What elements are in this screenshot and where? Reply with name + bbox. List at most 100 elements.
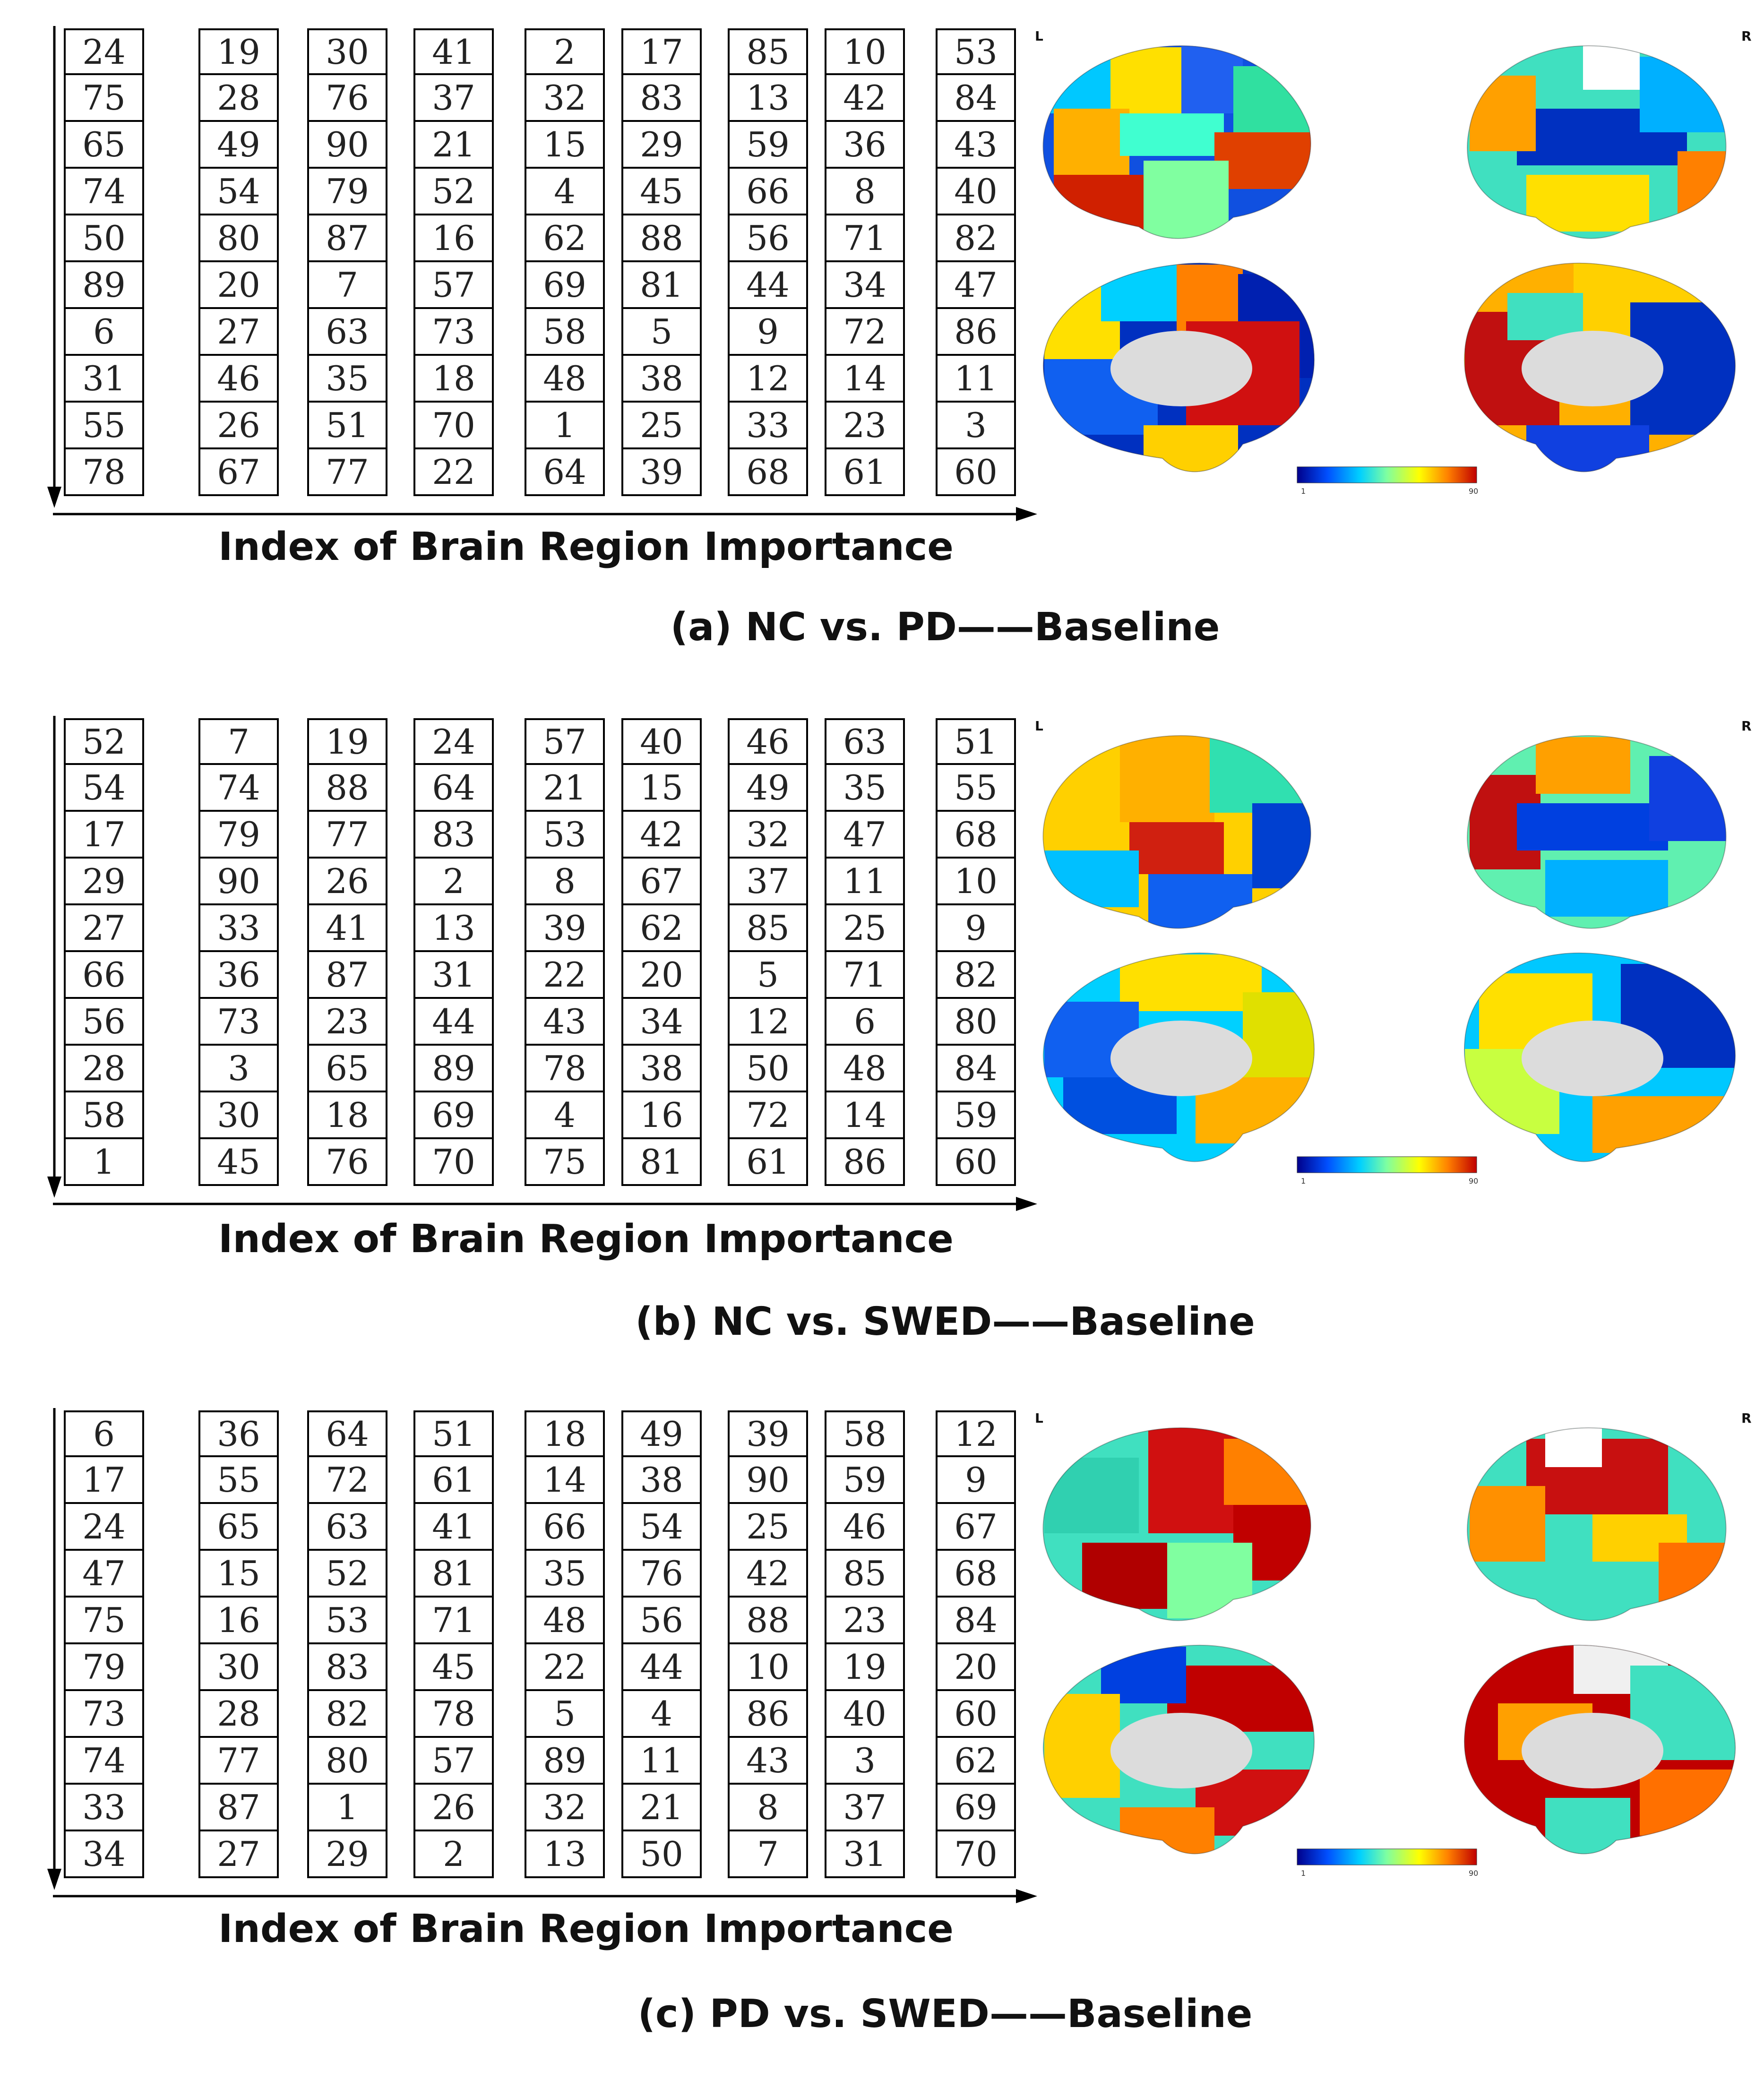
table-cell: 9 — [728, 309, 808, 356]
table-cell: 7 — [307, 262, 387, 309]
table-cell: 77 — [198, 1738, 279, 1785]
table-column: 10 42 36 8 71 34 72 14 23 61 — [825, 28, 905, 496]
table-cell: 2 — [413, 1831, 494, 1878]
table-cell: 57 — [525, 718, 605, 765]
table-cell: 86 — [825, 1139, 905, 1186]
table-cell: 2 — [525, 28, 605, 75]
table-cell: 21 — [413, 122, 494, 169]
table-cell: 32 — [525, 75, 605, 122]
table-cell: 34 — [64, 1831, 144, 1878]
table-cell: 37 — [825, 1785, 905, 1831]
table-cell: 58 — [64, 1092, 144, 1139]
table-cell: 24 — [64, 28, 144, 75]
table-cell: 82 — [936, 215, 1016, 262]
x-axis-title: Index of Brain Region Importance — [218, 524, 954, 569]
table-column: 7 74 79 90 33 36 73 3 30 45 — [198, 718, 279, 1186]
table-cell: 41 — [307, 905, 387, 952]
table-cell: 59 — [825, 1457, 905, 1504]
table-cell: 84 — [936, 1598, 1016, 1644]
right-hemisphere-label: R — [1741, 718, 1752, 734]
table-cell: 43 — [936, 122, 1016, 169]
table-cell: 74 — [64, 1738, 144, 1785]
colorbar-max-label: 90 — [1469, 487, 1479, 496]
table-cell: 54 — [198, 169, 279, 215]
table-cell: 65 — [307, 1046, 387, 1092]
table-cell: 56 — [728, 215, 808, 262]
table-cell: 51 — [413, 1410, 494, 1457]
table-cell: 56 — [64, 999, 144, 1046]
table-cell: 35 — [307, 356, 387, 403]
table-cell: 6 — [825, 999, 905, 1046]
colorbar-min-label: 1 — [1301, 1869, 1306, 1878]
table-cell: 10 — [936, 859, 1016, 905]
table-column: 2 32 15 4 62 69 58 48 1 64 — [525, 28, 605, 496]
table-cell: 38 — [621, 1046, 702, 1092]
table-cell: 76 — [307, 75, 387, 122]
table-cell: 36 — [198, 952, 279, 999]
table-cell: 22 — [413, 449, 494, 496]
brain-surface-maps: L R — [1025, 1401, 1763, 1902]
table-cell: 48 — [525, 1598, 605, 1644]
table-cell: 16 — [198, 1598, 279, 1644]
table-cell: 57 — [413, 1738, 494, 1785]
table-cell: 82 — [307, 1691, 387, 1738]
table-cell: 62 — [525, 215, 605, 262]
table-cell: 72 — [728, 1092, 808, 1139]
table-cell: 28 — [198, 75, 279, 122]
panel-caption: (c) PD vs. SWED——Baseline — [637, 1992, 1253, 2036]
table-column: 30 76 90 79 87 7 63 35 51 77 — [307, 28, 387, 496]
table-cell: 63 — [307, 1504, 387, 1551]
table-cell: 24 — [413, 718, 494, 765]
table-cell: 61 — [413, 1457, 494, 1504]
table-cell: 35 — [525, 1551, 605, 1598]
table-column: 58 59 46 85 23 19 40 3 37 31 — [825, 1410, 905, 1878]
table-cell: 30 — [198, 1644, 279, 1691]
x-axis-title: Index of Brain Region Importance — [218, 1217, 954, 1262]
table-column: 63 35 47 11 25 71 6 48 14 86 — [825, 718, 905, 1186]
x-axis-title: Index of Brain Region Importance — [218, 1907, 954, 1951]
table-cell: 19 — [307, 718, 387, 765]
table-cell: 36 — [198, 1410, 279, 1457]
table-column: 52 54 17 29 27 66 56 28 58 1 — [64, 718, 144, 1186]
table-cell: 45 — [413, 1644, 494, 1691]
table-column: 85 13 59 66 56 44 9 12 33 68 — [728, 28, 808, 496]
table-cell: 58 — [525, 309, 605, 356]
table-cell: 1 — [64, 1139, 144, 1186]
table-cell: 38 — [621, 1457, 702, 1504]
table-cell: 23 — [825, 1598, 905, 1644]
table-column: 46 49 32 37 85 5 12 50 72 61 — [728, 718, 808, 1186]
table-cell: 44 — [621, 1644, 702, 1691]
table-cell: 63 — [825, 718, 905, 765]
table-cell: 4 — [621, 1691, 702, 1738]
table-column: 49 38 54 76 56 44 4 11 21 50 — [621, 1410, 702, 1878]
table-cell: 29 — [307, 1831, 387, 1878]
table-column: 17 83 29 45 88 81 5 38 25 39 — [621, 28, 702, 496]
table-column: 39 90 25 42 88 10 86 43 8 7 — [728, 1410, 808, 1878]
table-cell: 2 — [413, 859, 494, 905]
table-cell: 26 — [413, 1785, 494, 1831]
table-cell: 39 — [621, 449, 702, 496]
panel-caption: (a) NC vs. PD——Baseline — [670, 605, 1220, 650]
table-cell: 58 — [825, 1410, 905, 1457]
table-cell: 32 — [728, 812, 808, 859]
table-cell: 29 — [64, 859, 144, 905]
table-cell: 59 — [936, 1092, 1016, 1139]
table-cell: 73 — [198, 999, 279, 1046]
table-cell: 13 — [728, 75, 808, 122]
table-cell: 6 — [64, 1410, 144, 1457]
table-column: 51 55 68 10 9 82 80 84 59 60 — [936, 718, 1016, 1186]
table-cell: 76 — [621, 1551, 702, 1598]
table-cell: 90 — [198, 859, 279, 905]
table-cell: 53 — [936, 28, 1016, 75]
brain-figure — [1042, 45, 1736, 483]
table-cell: 70 — [413, 403, 494, 449]
right-hemisphere-label: R — [1741, 1410, 1752, 1426]
table-cell: 21 — [525, 765, 605, 812]
table-cell: 18 — [525, 1410, 605, 1457]
table-cell: 22 — [525, 952, 605, 999]
brain-surface-maps: L R — [1025, 709, 1763, 1210]
table-cell: 25 — [825, 905, 905, 952]
table-cell: 12 — [728, 356, 808, 403]
table-cell: 46 — [825, 1504, 905, 1551]
table-cell: 69 — [525, 262, 605, 309]
